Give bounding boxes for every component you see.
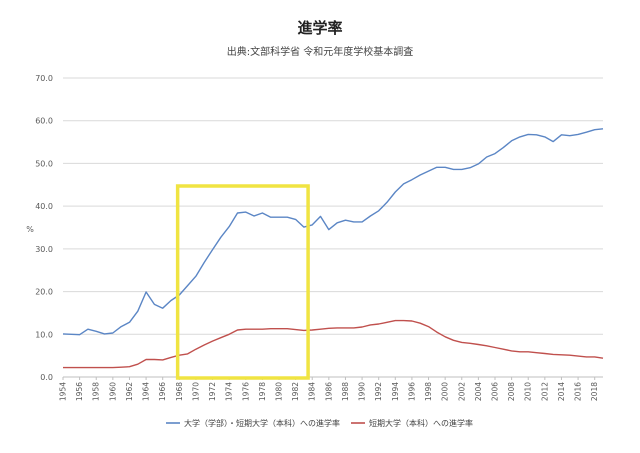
x-tick-label: 2012 xyxy=(540,382,549,401)
x-tick-label: 2008 xyxy=(507,382,516,401)
highlight-box xyxy=(175,184,310,380)
x-tick-label: 1980 xyxy=(275,382,284,401)
x-tick-label: 1986 xyxy=(324,382,333,401)
x-tick-label: 1984 xyxy=(308,382,317,401)
y-tick-label: 10.0 xyxy=(35,330,53,339)
x-tick-label: 1960 xyxy=(108,382,117,401)
x-tick-label: 1998 xyxy=(424,382,433,401)
x-tick-label: 1996 xyxy=(407,382,416,401)
series-line-university xyxy=(62,128,604,336)
y-tick-label: 70.0 xyxy=(35,74,53,83)
x-tick-label: 2018 xyxy=(590,382,599,401)
y-tick-labels: 0.0 10.0 20.0 30.0 40.0 50.0 60.0 70.0 xyxy=(35,74,53,382)
legend-label: 短期大学（本科）への進学率 xyxy=(369,418,473,428)
x-tick-label: 1976 xyxy=(241,382,250,401)
x-tick-label: 2014 xyxy=(557,382,566,401)
x-tick-label: 2006 xyxy=(491,382,500,401)
x-tick-label: 1994 xyxy=(391,382,400,401)
x-tick-label: 1966 xyxy=(158,382,167,401)
series-line-junior-college xyxy=(63,319,604,369)
x-tick-label: 1968 xyxy=(175,382,184,401)
x-tick-label: 1988 xyxy=(341,382,350,401)
legend-label: 大学（学部）・短期大学（本科）への進学率 xyxy=(184,418,340,428)
y-tick-label: 30.0 xyxy=(35,245,53,254)
legend: 大学（学部）・短期大学（本科）への進学率 短期大学（本科）への進学率 xyxy=(166,418,473,428)
x-tick-label: 1958 xyxy=(92,382,101,401)
x-tick-label: 1982 xyxy=(291,382,300,401)
x-tick-label: 1972 xyxy=(208,382,217,401)
y-tick-label: 50.0 xyxy=(35,159,53,168)
x-tick-label: 1954 xyxy=(59,382,68,401)
x-tick-label: 1970 xyxy=(191,382,200,401)
y-tick-label: 0.0 xyxy=(40,373,53,382)
x-tick-label: 2002 xyxy=(457,382,466,401)
x-tick-label: 2010 xyxy=(524,382,533,401)
y-tick-label: 60.0 xyxy=(35,117,53,126)
chart-subtitle: 出典:文部科学省 令和元年度学校基本調査 xyxy=(227,45,414,58)
x-tick-label: 2000 xyxy=(441,382,450,401)
x-tick-label: 1974 xyxy=(225,382,234,401)
x-tick-label: 1990 xyxy=(358,382,367,401)
series-lines xyxy=(62,128,604,369)
chart-title: 進学率 xyxy=(297,19,342,37)
y-axis-label: % xyxy=(26,225,34,234)
x-tick-label: 1964 xyxy=(142,382,151,401)
x-tick-label: 1992 xyxy=(374,382,383,401)
x-tick-labels: 1954 1956 1958 1960 1962 1964 1966 1968 1970 1972… xyxy=(59,382,600,401)
annotation-layer xyxy=(175,184,310,380)
x-tick-label: 2004 xyxy=(474,382,483,401)
x-tick-label: 2016 xyxy=(574,382,583,401)
x-tick-label: 1962 xyxy=(125,382,134,401)
x-tick-label: 1956 xyxy=(75,382,84,401)
y-tick-label: 40.0 xyxy=(35,202,53,211)
y-tick-label: 20.0 xyxy=(35,288,53,297)
x-tick-label: 1978 xyxy=(258,382,267,401)
